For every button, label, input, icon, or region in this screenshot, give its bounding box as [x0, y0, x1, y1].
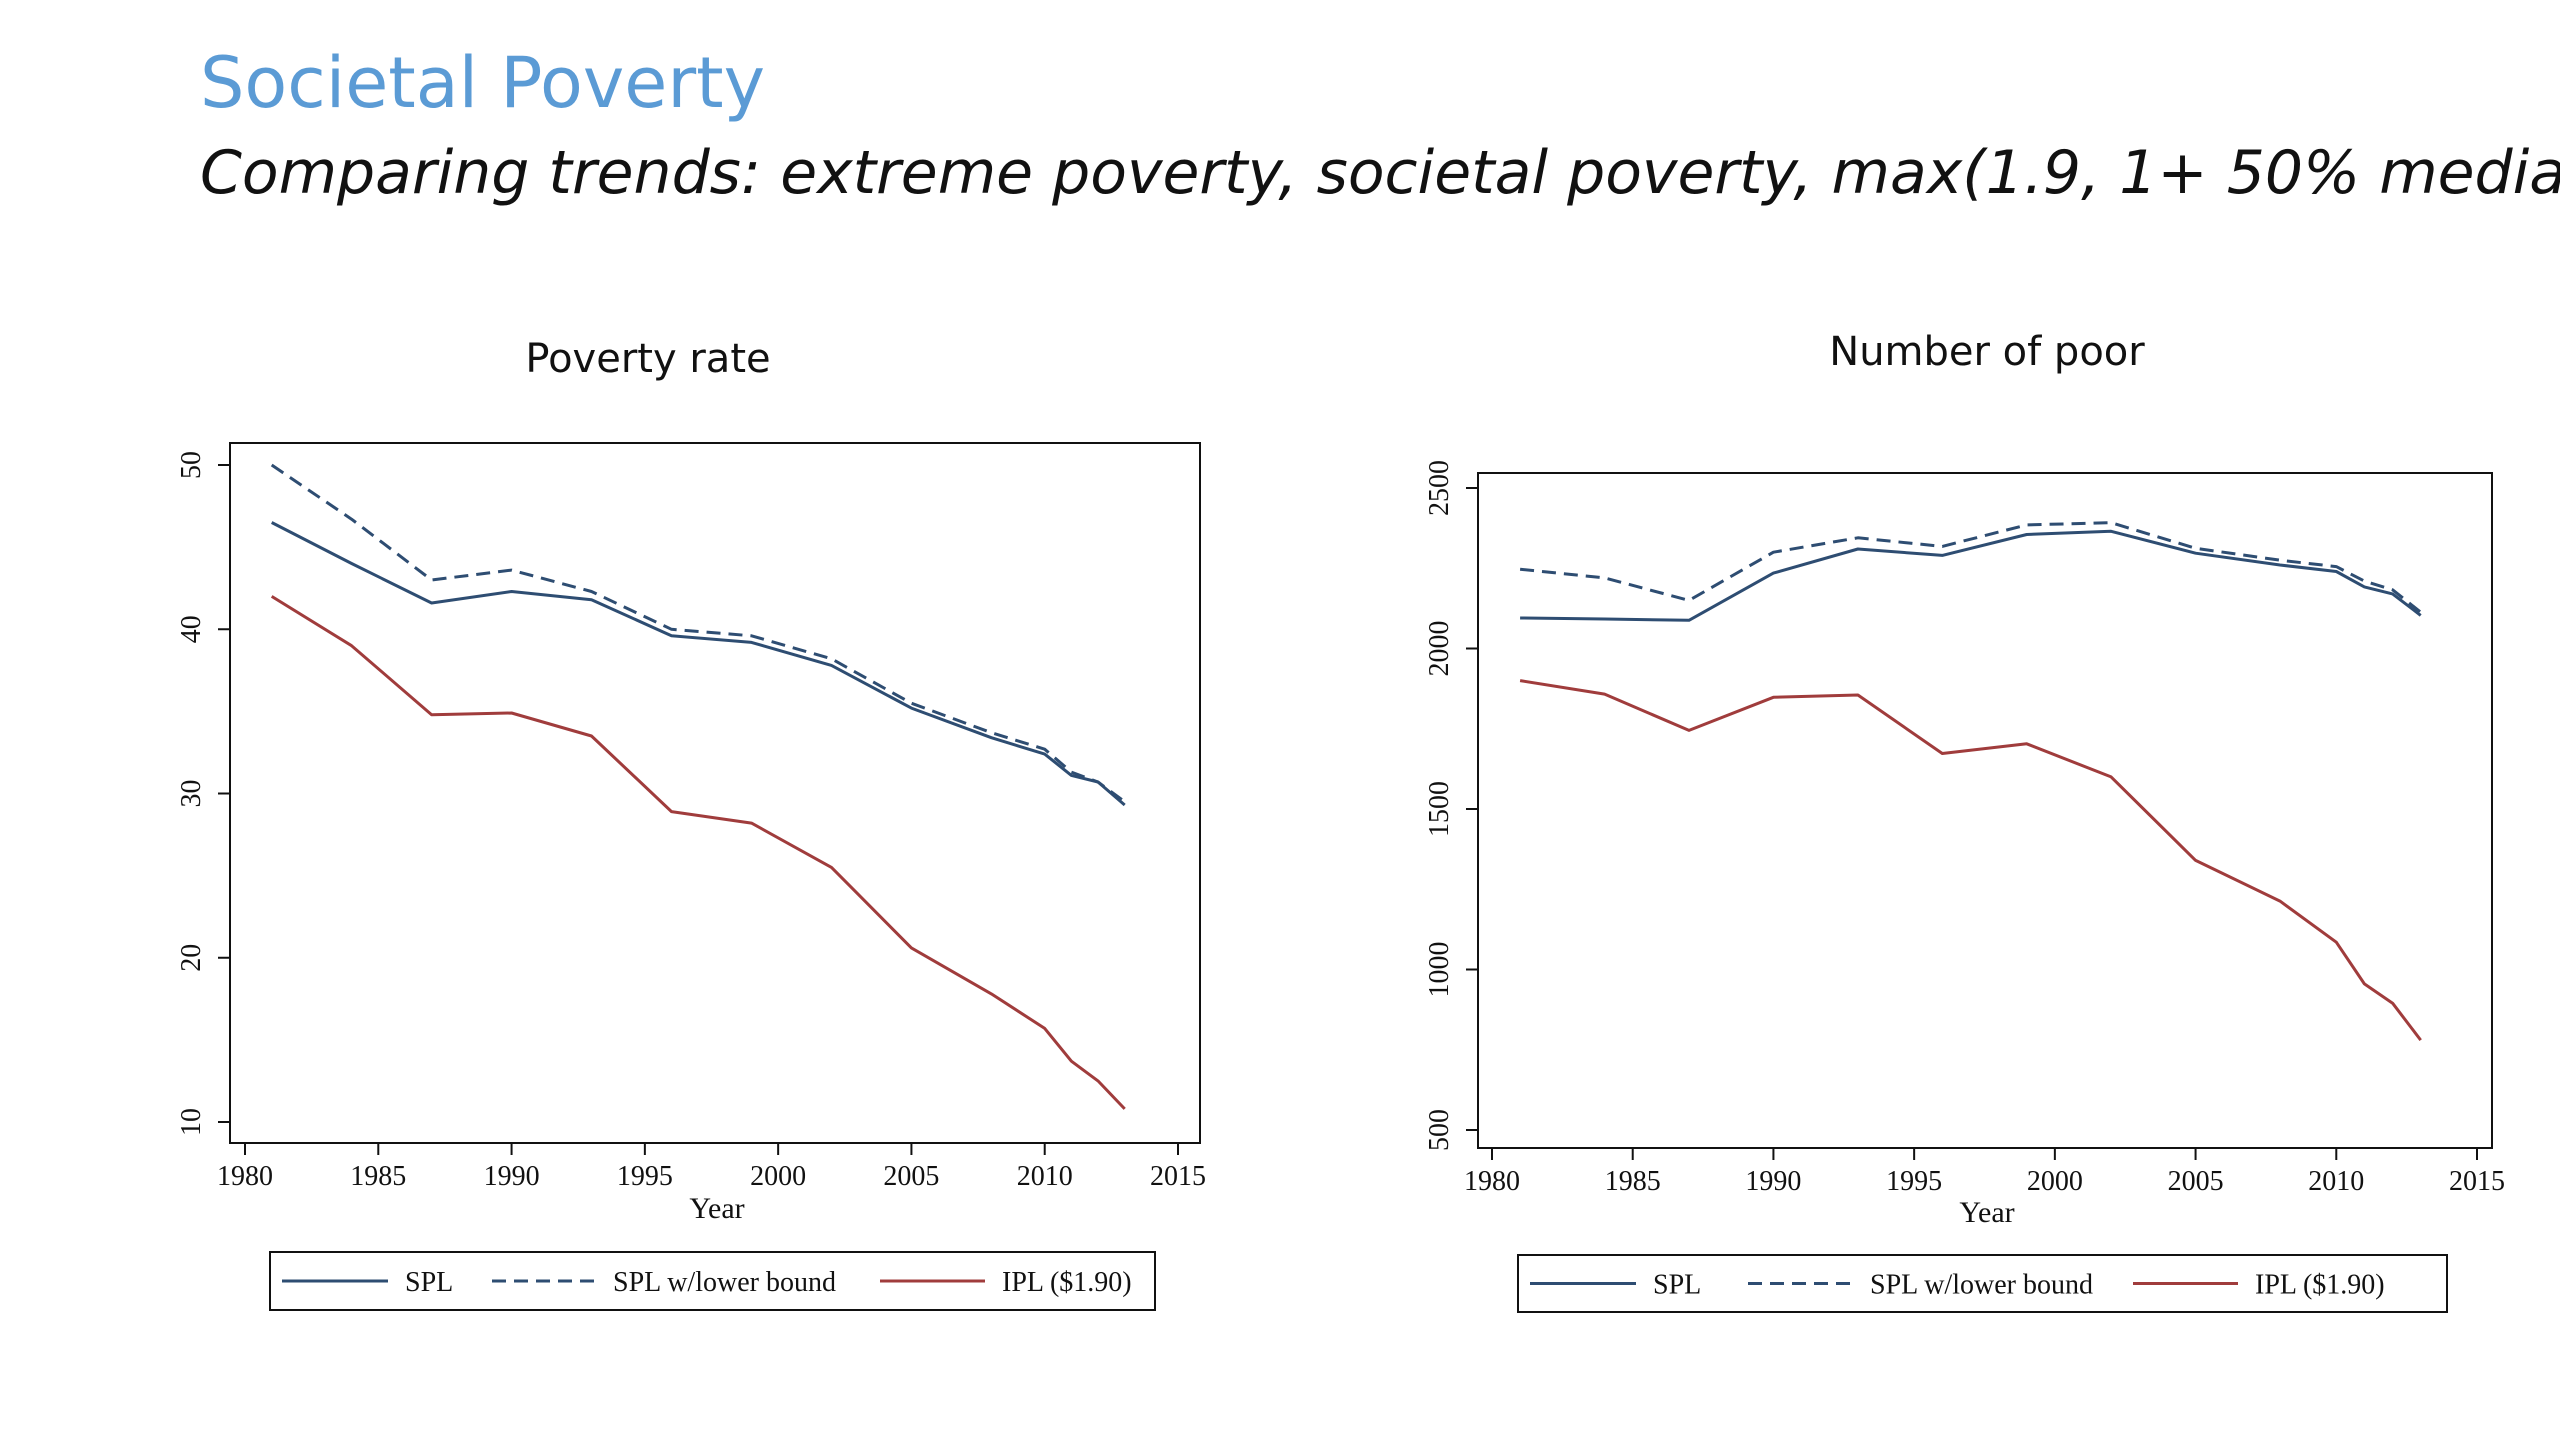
y-tick-label: 1500 [1424, 781, 1455, 837]
y-tick-label: 50 [176, 451, 207, 479]
series-line-2 [1519, 521, 2422, 614]
y-tick-label: 20 [176, 944, 207, 972]
y-tick-label: 40 [176, 615, 207, 643]
y-tick-label: 30 [176, 780, 207, 808]
series-line-2 [270, 463, 1126, 803]
x-tick-label: 2000 [2027, 1166, 2083, 1197]
x-tick-label: 2005 [2168, 1166, 2224, 1197]
legend-label-2: SPL w/lower bound [613, 1267, 836, 1298]
y-tick-label: 2000 [1424, 621, 1455, 677]
x-axis-label: Year [689, 1192, 744, 1225]
slide-title: Societal Poverty [200, 42, 765, 124]
y-tick-label: 500 [1424, 1109, 1455, 1151]
legend-label-1: SPL [405, 1267, 453, 1298]
y-tick-label: 1000 [1424, 942, 1455, 998]
x-tick-label: 2005 [883, 1161, 939, 1192]
x-tick-label: 1995 [1886, 1166, 1942, 1197]
plot-frame [1477, 472, 2493, 1149]
series-line-3 [270, 595, 1126, 1110]
panel-title: Number of poor [1829, 329, 2145, 375]
legend-label-3: IPL ($1.90) [1002, 1267, 1132, 1298]
x-tick-label: 1990 [1745, 1166, 1801, 1197]
x-tick-label: 1980 [217, 1161, 273, 1192]
series-line-1 [1520, 529, 2422, 622]
x-tick-label: 2015 [2449, 1166, 2505, 1197]
x-tick-label: 1990 [484, 1161, 540, 1192]
legend-box [1517, 1254, 2448, 1313]
x-tick-label: 2015 [1150, 1161, 1206, 1192]
legend-box [269, 1251, 1156, 1311]
slide-subtitle: Comparing trends: extreme poverty, socie… [200, 138, 2560, 208]
series-line-3 [1519, 679, 2422, 1042]
legend-label-1: SPL [1653, 1270, 1701, 1301]
panel-title: Poverty rate [525, 336, 770, 382]
x-tick-label: 1985 [350, 1161, 406, 1192]
x-axis-label: Year [1959, 1196, 2014, 1229]
legend-label-3: IPL ($1.90) [2255, 1270, 2385, 1301]
x-tick-label: 2000 [750, 1161, 806, 1192]
x-tick-label: 2010 [2308, 1166, 2364, 1197]
x-tick-label: 1980 [1464, 1166, 1520, 1197]
legend-label-2: SPL w/lower bound [1870, 1270, 2093, 1301]
plot-frame [229, 442, 1201, 1144]
x-tick-label: 1985 [1605, 1166, 1661, 1197]
y-tick-label: 2500 [1424, 460, 1455, 516]
series-line-1 [271, 521, 1126, 807]
x-tick-label: 1995 [617, 1161, 673, 1192]
x-tick-label: 2010 [1017, 1161, 1073, 1192]
y-tick-label: 10 [176, 1108, 207, 1136]
